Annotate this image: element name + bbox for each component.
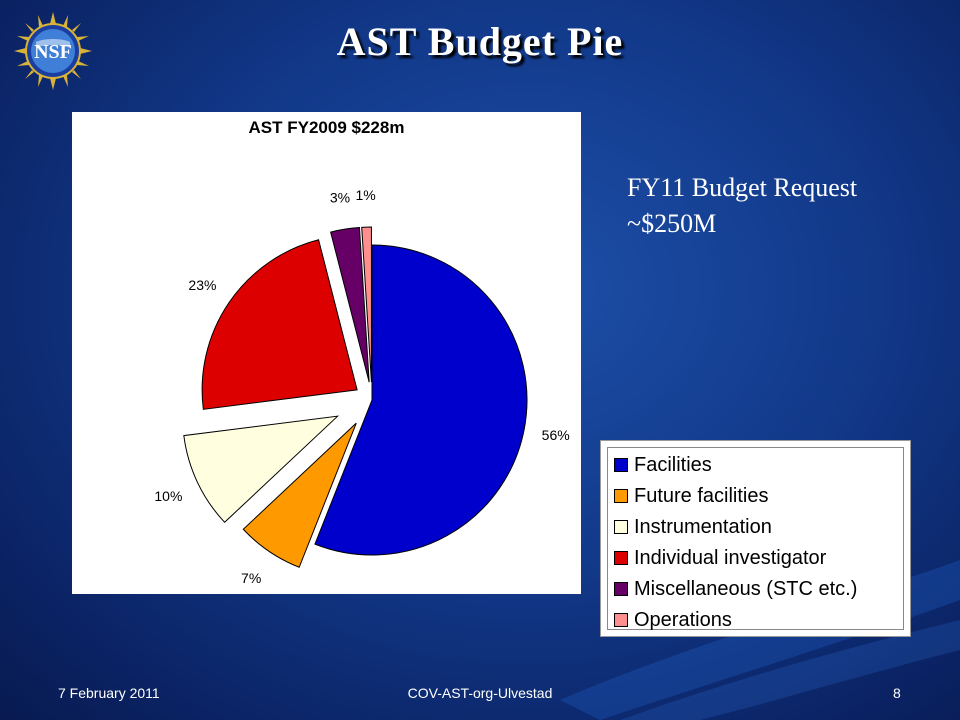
legend-swatch [614,520,628,534]
pie-slice-miscellaneous-stc-etc [330,226,370,383]
pie-slice-operations [361,226,372,383]
pie-label-3: 10% [154,488,182,504]
nsf-logo-text: NSF [34,41,72,63]
pie-label-4: 23% [188,277,216,293]
legend-swatch [614,613,628,627]
legend-label: Instrumentation [634,515,772,538]
legend-item: Facilities [614,452,712,478]
legend-label: Operations [634,608,732,631]
legend-item: Future facilities [614,483,769,509]
nsf-logo: NSF [14,12,92,90]
chart-legend: Facilities Future facilities Instrumentati… [600,440,911,637]
pie-label-5: 3% [330,190,350,206]
legend-swatch [614,489,628,503]
legend-item: Instrumentation [614,514,772,540]
pie-slice-instrumentation [183,415,340,523]
legend-label: Individual investigator [634,546,827,569]
legend-label: Miscellaneous (STC etc.) [634,577,858,600]
footer-date: 7 February 2011 [58,685,160,701]
slide-title: AST Budget Pie [336,19,624,64]
legend-item: Operations [614,607,732,633]
pie-label-1: 56% [542,427,570,443]
legend-item: Individual investigator [614,545,826,571]
chart-title: AST FY2009 $228m [248,118,405,137]
request-line-2: ~$250M [627,209,717,238]
legend-swatch [614,458,628,472]
legend-swatch [614,582,628,596]
legend-item: Miscellaneous (STC etc.) [614,576,857,602]
pie-slice-facilities [314,244,528,556]
legend-swatch [614,551,628,565]
request-line-1: FY11 Budget Request [627,173,858,202]
legend-frame: Facilities Future facilities Instrumentati… [607,447,904,633]
pie-chart: 56% 7% 10% 23% 3% 1% [154,187,570,586]
pie-chart-panel: AST FY2009 $228m 56% 7% 10% 23% 3% 1% [72,112,581,594]
legend-label: Facilities [634,453,712,476]
pie-label-2: 7% [241,570,261,586]
footer-page-number: 8 [893,685,901,701]
footer-center-text: COV-AST-org-Ulvestad [407,685,553,701]
budget-request-note: FY11 Budget Request ~$250M [627,170,857,242]
pie-slice-individual-investigator [201,239,358,410]
legend-label: Future facilities [634,484,769,507]
pie-label-6: 1% [355,187,375,203]
pie-slice-future-facilities [242,422,357,568]
